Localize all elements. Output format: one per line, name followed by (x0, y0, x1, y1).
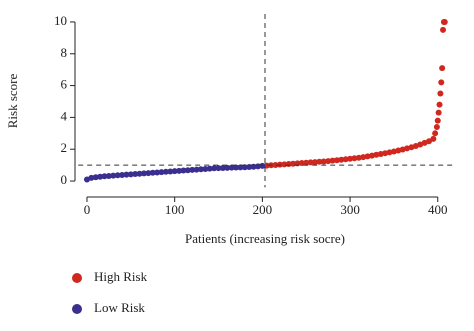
data-point (119, 171, 126, 178)
x-tick-label: 100 (165, 202, 185, 217)
data-point (206, 165, 213, 172)
data-point (123, 171, 130, 178)
x-axis-label: Patients (increasing risk socre) (185, 231, 345, 246)
data-point (197, 166, 204, 173)
data-point (176, 167, 183, 174)
data-point (316, 158, 323, 165)
data-point (105, 172, 112, 179)
y-tick-label: 8 (61, 45, 68, 60)
legend-marker (72, 304, 82, 314)
data-point (180, 167, 187, 174)
data-point (333, 157, 340, 164)
data-point (434, 117, 441, 124)
data-point (154, 169, 161, 176)
data-point (439, 65, 446, 72)
data-point (136, 170, 143, 177)
data-point (219, 164, 226, 171)
y-axis-label: Risk score (5, 74, 20, 129)
data-point (224, 164, 231, 171)
data-point (97, 173, 104, 180)
data-point (425, 138, 432, 145)
data-point (298, 160, 305, 167)
data-point (307, 159, 314, 166)
data-point (132, 171, 139, 178)
data-point (92, 174, 99, 181)
data-point (430, 135, 437, 142)
y-tick-label: 4 (61, 108, 68, 123)
legend-label: Low Risk (94, 300, 145, 315)
data-point (171, 168, 178, 175)
data-point (338, 156, 345, 163)
x-tick-label: 0 (84, 202, 91, 217)
data-point (436, 101, 443, 108)
data-point (320, 158, 327, 165)
data-point (311, 159, 318, 166)
data-point (145, 170, 152, 177)
legend-label: High Risk (94, 269, 148, 284)
data-point (215, 165, 222, 172)
data-point (228, 164, 235, 171)
data-point (140, 170, 147, 177)
data-point (202, 165, 209, 172)
data-point (303, 159, 310, 166)
data-point (189, 166, 196, 173)
data-point (259, 162, 266, 169)
data-point (127, 171, 134, 178)
data-point (114, 172, 121, 179)
data-point (211, 165, 218, 172)
data-point (167, 168, 174, 175)
y-tick-label: 6 (61, 77, 68, 92)
data-point (110, 172, 117, 179)
data-point (441, 18, 448, 25)
data-point (184, 167, 191, 174)
data-point (435, 109, 442, 116)
y-tick-label: 0 (61, 172, 68, 187)
x-tick-label: 200 (253, 202, 273, 217)
x-tick-label: 400 (428, 202, 448, 217)
data-point (193, 166, 200, 173)
data-point (149, 169, 156, 176)
data-point (351, 155, 358, 162)
data-point (325, 158, 332, 165)
data-point (158, 169, 165, 176)
data-point (437, 90, 444, 97)
data-point (342, 156, 349, 163)
data-point (433, 123, 440, 130)
data-point (355, 154, 362, 161)
data-point (101, 173, 108, 180)
data-point (438, 79, 445, 86)
y-tick-label: 10 (54, 13, 67, 28)
data-point (233, 164, 240, 171)
data-point (281, 161, 288, 168)
data-point (432, 130, 439, 137)
data-point (440, 26, 447, 33)
data-point (241, 164, 248, 171)
legend-marker (72, 273, 82, 283)
x-tick-label: 300 (340, 202, 360, 217)
data-point (347, 155, 354, 162)
data-point (329, 157, 336, 164)
data-point (162, 168, 169, 175)
data-point (272, 161, 279, 168)
data-point (237, 164, 244, 171)
y-tick-label: 2 (61, 140, 68, 155)
data-point (88, 174, 95, 181)
